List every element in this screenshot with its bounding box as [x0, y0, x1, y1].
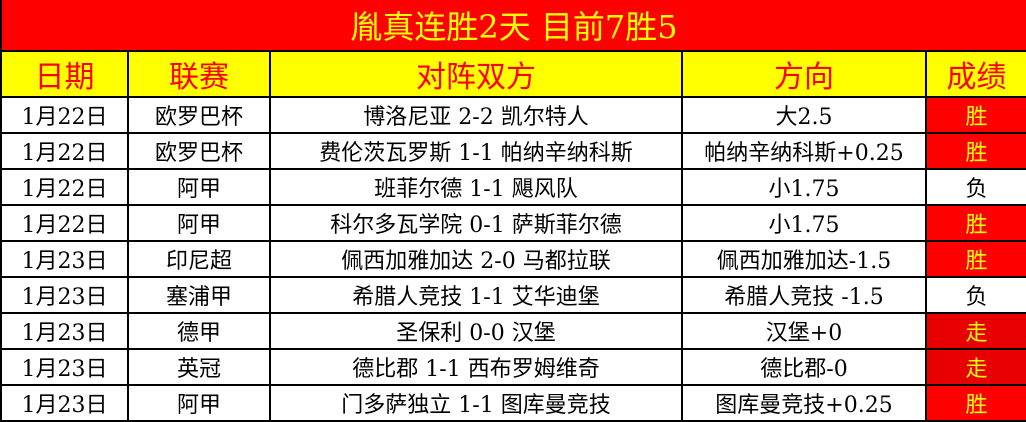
date-cell: 1月23日: [0, 348, 129, 386]
pick-cell: 帕纳辛纳科斯+0.25: [681, 132, 927, 170]
result-cell: 胜: [924, 132, 1026, 170]
league-cell: 欧罗巴杯: [127, 96, 271, 134]
date-cell: 1月23日: [0, 276, 129, 314]
result-cell: 胜: [924, 204, 1026, 242]
header-pick: 方向: [681, 50, 927, 98]
league-cell: 欧罗巴杯: [127, 132, 271, 170]
match-cell: 希腊人竞技 1-1 艾华迪堡: [269, 276, 683, 314]
result-cell: 胜: [924, 96, 1026, 134]
date-cell: 1月23日: [0, 312, 129, 350]
table-row: 1月22日 欧罗巴杯 博洛尼亚 2-2 凯尔特人 大2.5 胜: [0, 96, 1026, 134]
date-cell: 1月22日: [0, 132, 129, 170]
table-row: 1月23日 英冠 德比郡 1-1 西布罗姆维奇 德比郡-0 走: [0, 348, 1026, 386]
table-row: 1月22日 阿甲 科尔多瓦学院 0-1 萨斯菲尔德 小1.75 胜: [0, 204, 1026, 242]
title-row: 胤真连胜2天 目前7胜5: [0, 0, 1026, 52]
table-row: 1月23日 阿甲 门多萨独立 1-1 图库曼竞技 图库曼竞技+0.25 胜: [0, 384, 1026, 422]
header-row: 日期 联赛 对阵双方 方向 成绩: [0, 50, 1026, 98]
date-cell: 1月22日: [0, 96, 129, 134]
league-cell: 阿甲: [127, 168, 271, 206]
match-cell: 门多萨独立 1-1 图库曼竞技: [269, 384, 683, 422]
match-cell: 费伦茨瓦罗斯 1-1 帕纳辛纳科斯: [269, 132, 683, 170]
date-cell: 1月22日: [0, 204, 129, 242]
match-cell: 圣保利 0-0 汉堡: [269, 312, 683, 350]
pick-cell: 图库曼竞技+0.25: [681, 384, 927, 422]
header-match: 对阵双方: [269, 50, 683, 98]
date-cell: 1月23日: [0, 240, 129, 278]
result-cell: 走: [924, 348, 1026, 386]
match-cell: 佩西加雅加达 2-0 马都拉联: [269, 240, 683, 278]
pick-cell: 汉堡+0: [681, 312, 927, 350]
date-cell: 1月23日: [0, 384, 129, 422]
header-date: 日期: [0, 50, 129, 98]
match-cell: 班菲尔德 1-1 飓风队: [269, 168, 683, 206]
match-cell: 科尔多瓦学院 0-1 萨斯菲尔德: [269, 204, 683, 242]
result-cell: 负: [924, 276, 1026, 314]
pick-cell: 希腊人竞技 -1.5: [681, 276, 927, 314]
table-row: 1月23日 塞浦甲 希腊人竞技 1-1 艾华迪堡 希腊人竞技 -1.5 负: [0, 276, 1026, 314]
pick-cell: 小1.75: [681, 168, 927, 206]
table-row: 1月23日 德甲 圣保利 0-0 汉堡 汉堡+0 走: [0, 312, 1026, 350]
pick-cell: 德比郡-0: [681, 348, 927, 386]
league-cell: 阿甲: [127, 204, 271, 242]
league-cell: 印尼超: [127, 240, 271, 278]
header-result: 成绩: [924, 50, 1026, 98]
pick-cell: 大2.5: [681, 96, 927, 134]
pick-cell: 佩西加雅加达-1.5: [681, 240, 927, 278]
table-row: 1月23日 印尼超 佩西加雅加达 2-0 马都拉联 佩西加雅加达-1.5 胜: [0, 240, 1026, 278]
league-cell: 德甲: [127, 312, 271, 350]
match-cell: 德比郡 1-1 西布罗姆维奇: [269, 348, 683, 386]
league-cell: 塞浦甲: [127, 276, 271, 314]
pick-cell: 小1.75: [681, 204, 927, 242]
result-cell: 负: [924, 168, 1026, 206]
match-cell: 博洛尼亚 2-2 凯尔特人: [269, 96, 683, 134]
league-cell: 英冠: [127, 348, 271, 386]
table-row: 1月22日 阿甲 班菲尔德 1-1 飓风队 小1.75 负: [0, 168, 1026, 206]
league-cell: 阿甲: [127, 384, 271, 422]
result-cell: 走: [924, 312, 1026, 350]
table-row: 1月22日 欧罗巴杯 费伦茨瓦罗斯 1-1 帕纳辛纳科斯 帕纳辛纳科斯+0.25 胜: [0, 132, 1026, 170]
header-league: 联赛: [127, 50, 271, 98]
result-cell: 胜: [924, 240, 1026, 278]
table-title: 胤真连胜2天 目前7胜5: [0, 0, 1026, 52]
result-cell: 胜: [924, 384, 1026, 422]
date-cell: 1月22日: [0, 168, 129, 206]
